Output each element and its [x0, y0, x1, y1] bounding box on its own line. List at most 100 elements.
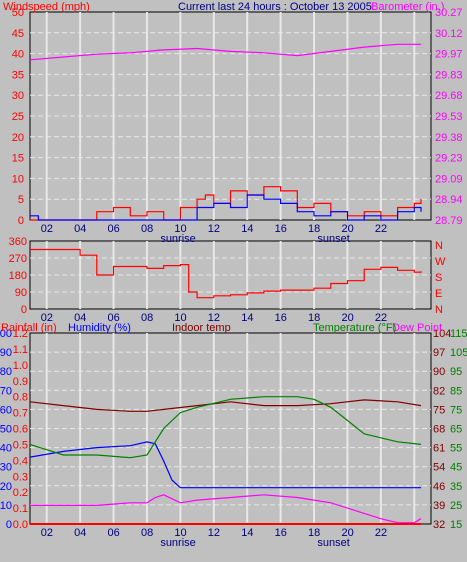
- x-tick-label-0-16: 16: [275, 223, 287, 235]
- compass-label-west: W: [435, 256, 446, 268]
- temp-right-tick-25: 25: [450, 500, 462, 512]
- x-tick-label-1-14: 14: [241, 312, 253, 324]
- x-tick-label-2-12: 12: [208, 527, 220, 539]
- temp-left-tick-90: 90: [433, 366, 445, 378]
- x-tick-label-0-06: 06: [108, 223, 120, 235]
- x-tick-label-2-02: 02: [41, 527, 53, 539]
- humidity-tick-30: 30: [0, 462, 12, 474]
- x-tick-label-0-20: 20: [341, 223, 353, 235]
- humidity-axis-title: Humidity (%): [68, 322, 131, 334]
- compass-label-south: S: [435, 272, 442, 284]
- x-tick-label-0-14: 14: [241, 223, 253, 235]
- barometer-tick-30.12: 30.12: [435, 28, 463, 40]
- barometer-tick-29.68: 29.68: [435, 90, 463, 102]
- barometer-axis-title: Barometer (in.): [371, 1, 444, 13]
- direction-tick-270: 270: [9, 253, 27, 265]
- barometer-tick-29.38: 29.38: [435, 132, 463, 144]
- indoor-temp-title: Indoor temp: [172, 322, 231, 334]
- x-marker-sunrise-2: sunrise: [160, 537, 195, 549]
- windspeed-tick-45: 45: [12, 28, 24, 40]
- temp-right-tick-105: 105: [450, 347, 467, 359]
- windspeed-tick-0: 0: [18, 215, 24, 227]
- direction-tick-180: 180: [9, 270, 27, 282]
- humidity-tick-60: 60: [0, 404, 12, 416]
- grid-lines: [30, 12, 431, 524]
- x-tick-label-0-12: 12: [208, 223, 220, 235]
- humidity-tick-100: 100: [0, 328, 12, 340]
- humidity-tick-80: 80: [0, 366, 12, 378]
- series-wind-direction: [30, 248, 422, 299]
- series-windspeed: [30, 186, 422, 221]
- x-tick-label-1-04: 04: [74, 312, 86, 324]
- humidity-tick-70: 70: [0, 385, 12, 397]
- barometer-tick-28.94: 28.94: [435, 194, 463, 206]
- x-marker-sunrise-0: sunrise: [160, 233, 195, 245]
- x-marker-sunset-0: sunset: [317, 233, 349, 245]
- barometer-tick-29.83: 29.83: [435, 69, 463, 81]
- series-wind-blue: [30, 194, 422, 221]
- chart-title: Current last 24 hours : October 13 2005: [178, 1, 372, 13]
- x-tick-label-0-10: 10: [174, 223, 186, 235]
- rainfall-tick-0.1: 0.1: [13, 503, 28, 515]
- rainfall-tick-0.0: 0.0: [13, 519, 28, 531]
- windspeed-tick-10: 10: [12, 173, 24, 185]
- windspeed-tick-5: 5: [18, 194, 24, 206]
- x-tick-label-2-04: 04: [74, 527, 86, 539]
- x-tick-label-2-16: 16: [275, 527, 287, 539]
- windspeed-axis-title: Windspeed (mph): [3, 1, 90, 13]
- humidity-tick-0: 0: [6, 519, 12, 531]
- x-marker-sunset-2: sunset: [317, 537, 349, 549]
- x-tick-label-1-02: 02: [41, 312, 53, 324]
- windspeed-tick-40: 40: [12, 49, 24, 61]
- series-dewpoint: [30, 494, 422, 524]
- x-tick-label-2-14: 14: [241, 527, 253, 539]
- x-tick-label-0-02: 02: [41, 223, 53, 235]
- temp-left-tick-75: 75: [433, 404, 445, 416]
- x-tick-label-1-10: 10: [174, 312, 186, 324]
- compass-label-east: E: [435, 288, 442, 300]
- temp-left-tick-104: 104: [433, 328, 451, 340]
- series-barometer: [29, 43, 421, 61]
- windspeed-tick-20: 20: [12, 132, 24, 144]
- rainfall-tick-0.2: 0.2: [13, 487, 28, 499]
- x-tick-label-1-22: 22: [375, 312, 387, 324]
- direction-tick-0: 0: [21, 304, 27, 316]
- direction-tick-90: 90: [15, 287, 27, 299]
- rainfall-tick-1.0: 1.0: [13, 360, 28, 372]
- x-tick-label-2-20: 20: [341, 527, 353, 539]
- windspeed-tick-50: 50: [12, 7, 24, 19]
- rainfall-tick-0.5: 0.5: [13, 439, 28, 451]
- temp-left-tick-32: 32: [433, 519, 445, 531]
- barometer-tick-29.23: 29.23: [435, 153, 463, 165]
- x-tick-label-0-22: 22: [375, 223, 387, 235]
- temp-right-tick-35: 35: [450, 481, 462, 493]
- x-tick-label-2-06: 06: [108, 527, 120, 539]
- x-tick-label-2-22: 22: [375, 527, 387, 539]
- x-tick-label-1-20: 20: [341, 312, 353, 324]
- temp-left-tick-54: 54: [433, 462, 445, 474]
- rainfall-tick-1.2: 1.2: [13, 328, 28, 340]
- x-tick-label-2-10: 10: [174, 527, 186, 539]
- x-tick-label-0-04: 04: [74, 223, 86, 235]
- x-tick-label-0-18: 18: [308, 223, 320, 235]
- temp-right-tick-115: 115: [450, 328, 467, 340]
- windspeed-tick-15: 15: [12, 153, 24, 165]
- x-tick-label-1-16: 16: [275, 312, 287, 324]
- compass-label-north-top: N: [435, 240, 443, 252]
- x-tick-label-1-12: 12: [208, 312, 220, 324]
- rainfall-tick-0.6: 0.6: [13, 424, 28, 436]
- rainfall-tick-0.3: 0.3: [13, 471, 28, 483]
- temp-right-tick-55: 55: [450, 443, 462, 455]
- humidity-tick-50: 50: [0, 424, 12, 436]
- x-tick-label-2-08: 08: [141, 527, 153, 539]
- rainfall-tick-1.1: 1.1: [13, 344, 28, 356]
- temp-right-tick-45: 45: [450, 462, 462, 474]
- temp-left-tick-46: 46: [433, 481, 445, 493]
- compass-label-north-bottom: N: [435, 304, 443, 316]
- x-tick-label-2-18: 18: [308, 527, 320, 539]
- windspeed-tick-30: 30: [12, 90, 24, 102]
- rainfall-tick-0.4: 0.4: [13, 455, 28, 467]
